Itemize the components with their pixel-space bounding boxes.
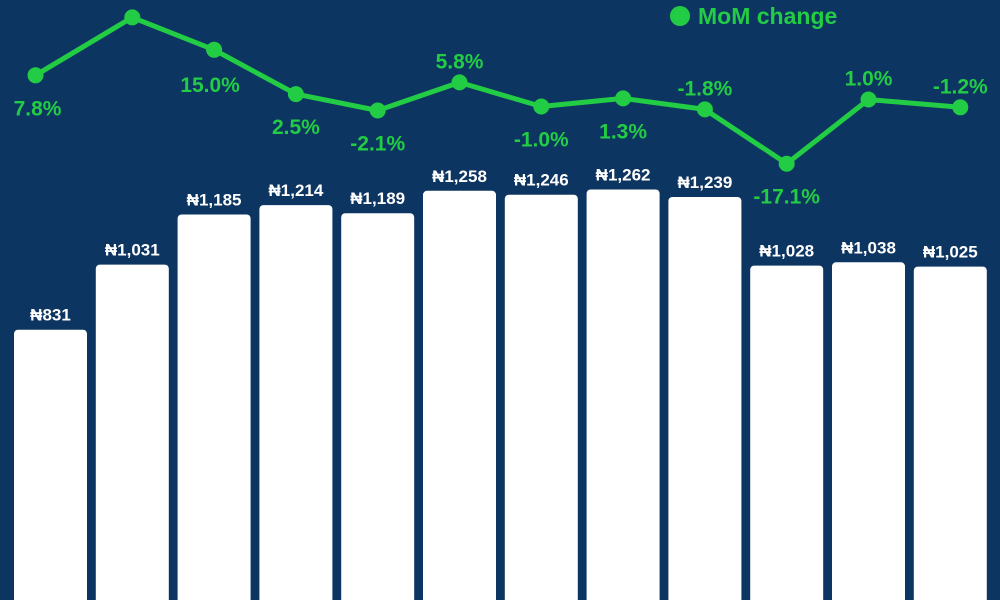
mom-value-label: -1.2% [933, 75, 988, 98]
bar-3 [177, 214, 251, 600]
mom-point-3 [206, 41, 223, 58]
mom-point-8 [615, 90, 632, 107]
bar-value-label: ₦1,189 [350, 189, 405, 208]
bar-value-label: ₦1,185 [187, 191, 242, 210]
bar-labels-layer: ₦831 ₦1,031 ₦1,185 ₦1,214 ₦1,189 ₦1,258 ₦1,246… [30, 166, 978, 325]
bar-6 [423, 190, 496, 600]
mom-point-12 [952, 99, 969, 116]
mom-value-label: -2.1% [350, 133, 405, 156]
mom-value-label: 2.5% [272, 116, 320, 139]
mom-point-11 [860, 91, 877, 108]
mom-point-10 [778, 155, 795, 172]
bar-value-label: ₦1,214 [268, 181, 323, 200]
legend-label: MoM change [698, 3, 837, 29]
bar-value-label: ₦1,031 [105, 241, 160, 260]
bar-1 [14, 329, 87, 600]
mom-value-label: 1.0% [845, 68, 893, 91]
bar-12 [913, 266, 987, 600]
bar-value-label: ₦1,258 [432, 167, 487, 186]
bar-value-label: ₦1,038 [841, 238, 896, 257]
mom-value-label: -17.1% [753, 186, 820, 209]
mom-point-4 [287, 86, 304, 103]
legend-marker [670, 6, 690, 26]
mom-point-9 [696, 101, 713, 118]
mom-value-label: 7.8% [14, 97, 62, 120]
mom-point-7 [533, 98, 550, 115]
mom-change-line [34, 14, 961, 167]
bar-11 [832, 262, 905, 600]
bar-value-label: ₦831 [30, 306, 71, 325]
mom-value-label: 15.0% [180, 74, 240, 97]
bar-4 [259, 205, 333, 600]
bar-value-label: ₦1,246 [514, 171, 569, 190]
line-layer [27, 9, 969, 172]
bar-7 [504, 194, 578, 600]
bar-value-label: ₦1,028 [759, 242, 814, 261]
bar-9 [668, 197, 742, 600]
mom-point-6 [451, 74, 468, 91]
mom-point-1 [27, 67, 44, 84]
bar-8 [586, 189, 660, 600]
bar-value-label: ₦1,239 [677, 173, 732, 192]
bars-layer [14, 189, 987, 600]
bar-value-label: ₦1,262 [596, 166, 651, 185]
bar-2 [95, 264, 169, 600]
line-labels-layer: 7.8% 15.0% 2.5% -2.1% 5.8% -1.0% 1.3% -1.8% -17.… [14, 50, 988, 208]
bar-10 [750, 265, 824, 600]
mom-point-2 [124, 9, 141, 26]
legend: MoM change [670, 3, 837, 29]
bar-value-label: ₦1,025 [923, 243, 978, 262]
mom-value-label: -1.0% [514, 129, 569, 152]
mom-value-label: -1.8% [677, 77, 732, 100]
mom-point-5 [369, 102, 386, 119]
bar-5 [341, 213, 415, 600]
mom-value-label: 5.8% [436, 50, 484, 73]
mom-value-label: 1.3% [599, 120, 647, 143]
